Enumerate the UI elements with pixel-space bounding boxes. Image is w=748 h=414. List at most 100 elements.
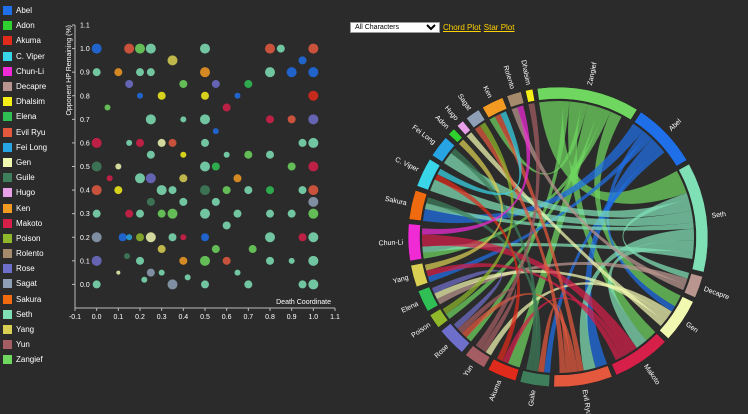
scatter-point[interactable] xyxy=(308,67,319,78)
legend-item[interactable]: Poison xyxy=(3,231,63,246)
chord-arc[interactable] xyxy=(659,296,694,339)
scatter-point[interactable] xyxy=(287,162,296,171)
scatter-point[interactable] xyxy=(156,185,167,196)
scatter-point[interactable] xyxy=(308,137,319,148)
scatter-point[interactable] xyxy=(91,255,102,266)
scatter-point[interactable] xyxy=(137,92,143,99)
scatter-point[interactable] xyxy=(179,79,188,88)
scatter-point[interactable] xyxy=(211,79,220,88)
legend-item[interactable]: Elena xyxy=(3,109,63,124)
scatter-point[interactable] xyxy=(308,185,319,196)
scatter-point[interactable] xyxy=(200,185,210,196)
scatter-point[interactable] xyxy=(200,255,210,266)
scatter-point[interactable] xyxy=(157,209,166,218)
scatter-point[interactable] xyxy=(146,150,155,159)
scatter-point[interactable] xyxy=(288,257,295,264)
scatter-point[interactable] xyxy=(180,116,187,123)
scatter-point[interactable] xyxy=(91,43,102,54)
scatter-point[interactable] xyxy=(179,256,188,265)
chord-ribbon[interactable] xyxy=(461,293,578,373)
legend-item[interactable]: Zangief xyxy=(3,352,63,367)
scatter-point[interactable] xyxy=(298,280,307,289)
scatter-point[interactable] xyxy=(136,68,144,77)
chord-arc[interactable] xyxy=(611,333,666,376)
scatter-point[interactable] xyxy=(200,208,210,219)
scatter-point[interactable] xyxy=(157,138,166,147)
chord-arc[interactable] xyxy=(519,370,551,388)
scatter-point[interactable] xyxy=(222,186,231,195)
scatter-point[interactable] xyxy=(167,55,178,66)
scatter-point[interactable] xyxy=(308,232,319,243)
scatter-point[interactable] xyxy=(265,67,275,78)
scatter-point[interactable] xyxy=(168,233,177,242)
scatter-point[interactable] xyxy=(266,150,274,159)
chord-arc[interactable] xyxy=(408,189,428,222)
scatter-point[interactable] xyxy=(201,91,209,100)
scatter-point[interactable] xyxy=(244,186,253,195)
scatter-point[interactable] xyxy=(308,255,319,266)
legend-item[interactable]: Rolento xyxy=(3,246,63,261)
scatter-point[interactable] xyxy=(145,232,156,243)
chord-ribbon[interactable] xyxy=(584,138,661,368)
scatter-point[interactable] xyxy=(92,280,101,289)
scatter-point[interactable] xyxy=(124,43,135,54)
scatter-point[interactable] xyxy=(146,197,155,206)
chord-arc[interactable] xyxy=(431,137,456,163)
chord-arc[interactable] xyxy=(429,308,449,328)
scatter-point[interactable] xyxy=(136,256,144,265)
chord-arc[interactable] xyxy=(536,86,638,121)
legend-item[interactable]: Dhalsim xyxy=(3,94,63,109)
scatter-point[interactable] xyxy=(308,279,319,290)
scatter-point[interactable] xyxy=(266,256,274,265)
scatter-point[interactable] xyxy=(222,103,231,112)
legend-item[interactable]: Chun-Li xyxy=(3,64,63,79)
chord-plot-link[interactable]: Chord Plot xyxy=(443,23,481,32)
scatter-point[interactable] xyxy=(244,280,253,289)
scatter-point[interactable] xyxy=(211,245,220,254)
scatter-point[interactable] xyxy=(145,43,156,54)
scatter-point[interactable] xyxy=(91,161,102,172)
scatter-point[interactable] xyxy=(276,44,285,53)
legend-item[interactable]: Yun xyxy=(3,337,63,352)
scatter-point[interactable] xyxy=(200,67,210,78)
chord-arc[interactable] xyxy=(407,223,423,262)
scatter-point[interactable] xyxy=(168,138,177,147)
scatter-point[interactable] xyxy=(124,253,130,260)
scatter-point[interactable] xyxy=(136,233,144,242)
scatter-point[interactable] xyxy=(104,104,111,111)
scatter-point[interactable] xyxy=(179,197,188,206)
chord-arc[interactable] xyxy=(506,91,525,108)
scatter-point[interactable] xyxy=(179,174,188,183)
scatter-point[interactable] xyxy=(126,139,133,146)
chord-arc[interactable] xyxy=(487,358,520,382)
legend-item[interactable]: Fei Long xyxy=(3,140,63,155)
scatter-point[interactable] xyxy=(286,67,297,78)
scatter-point[interactable] xyxy=(244,150,253,159)
legend-item[interactable]: Decapre xyxy=(3,79,63,94)
scatter-point[interactable] xyxy=(146,68,155,77)
scatter-point[interactable] xyxy=(136,138,144,147)
scatter-point[interactable] xyxy=(222,256,231,265)
scatter-point[interactable] xyxy=(233,209,242,218)
chord-arc[interactable] xyxy=(456,120,471,136)
scatter-point[interactable] xyxy=(298,138,307,147)
scatter-point[interactable] xyxy=(106,175,113,182)
scatter-point[interactable] xyxy=(125,209,134,218)
scatter-point[interactable] xyxy=(266,115,274,124)
scatter-point[interactable] xyxy=(201,280,209,289)
chord-ribbon[interactable] xyxy=(422,234,637,355)
scatter-point[interactable] xyxy=(114,186,123,195)
chord-ribbon[interactable] xyxy=(457,288,517,353)
scatter-point[interactable] xyxy=(200,114,210,125)
scatter-point[interactable] xyxy=(298,186,307,195)
chord-arc[interactable] xyxy=(683,273,703,298)
legend-item[interactable]: Adon xyxy=(3,18,63,33)
scatter-point[interactable] xyxy=(114,68,123,77)
scatter-point[interactable] xyxy=(184,274,191,281)
scatter-point[interactable] xyxy=(308,208,319,219)
legend-item[interactable]: Guile xyxy=(3,170,63,185)
scatter-point[interactable] xyxy=(287,209,296,218)
chord-arc[interactable] xyxy=(525,88,535,103)
scatter-point[interactable] xyxy=(244,79,253,88)
chord-ribbon[interactable] xyxy=(607,240,694,348)
